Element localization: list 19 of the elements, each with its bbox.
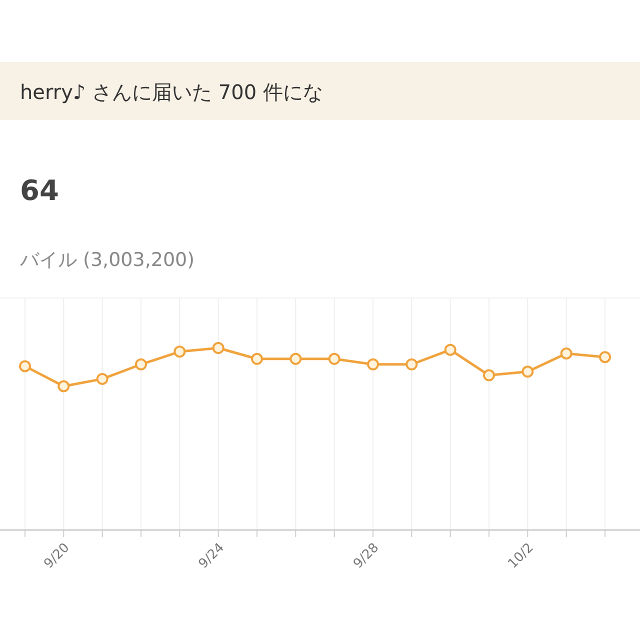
subtitle: 64 bbox=[20, 174, 59, 207]
point bbox=[290, 352, 302, 365]
point bbox=[406, 358, 418, 370]
point bbox=[483, 369, 495, 382]
point bbox=[212, 342, 224, 354]
point bbox=[135, 358, 147, 370]
point bbox=[19, 360, 31, 372]
point bbox=[560, 347, 572, 360]
point bbox=[328, 352, 340, 365]
point bbox=[58, 380, 70, 392]
title: herry♪ さんに届いた 700 件にな bbox=[20, 80, 323, 104]
point bbox=[522, 366, 534, 378]
point bbox=[174, 346, 186, 358]
point bbox=[96, 372, 108, 385]
point bbox=[367, 358, 379, 370]
annotation: バイル (3,003,200) bbox=[20, 249, 195, 271]
point bbox=[599, 351, 611, 364]
point bbox=[444, 344, 456, 356]
point bbox=[251, 352, 263, 365]
